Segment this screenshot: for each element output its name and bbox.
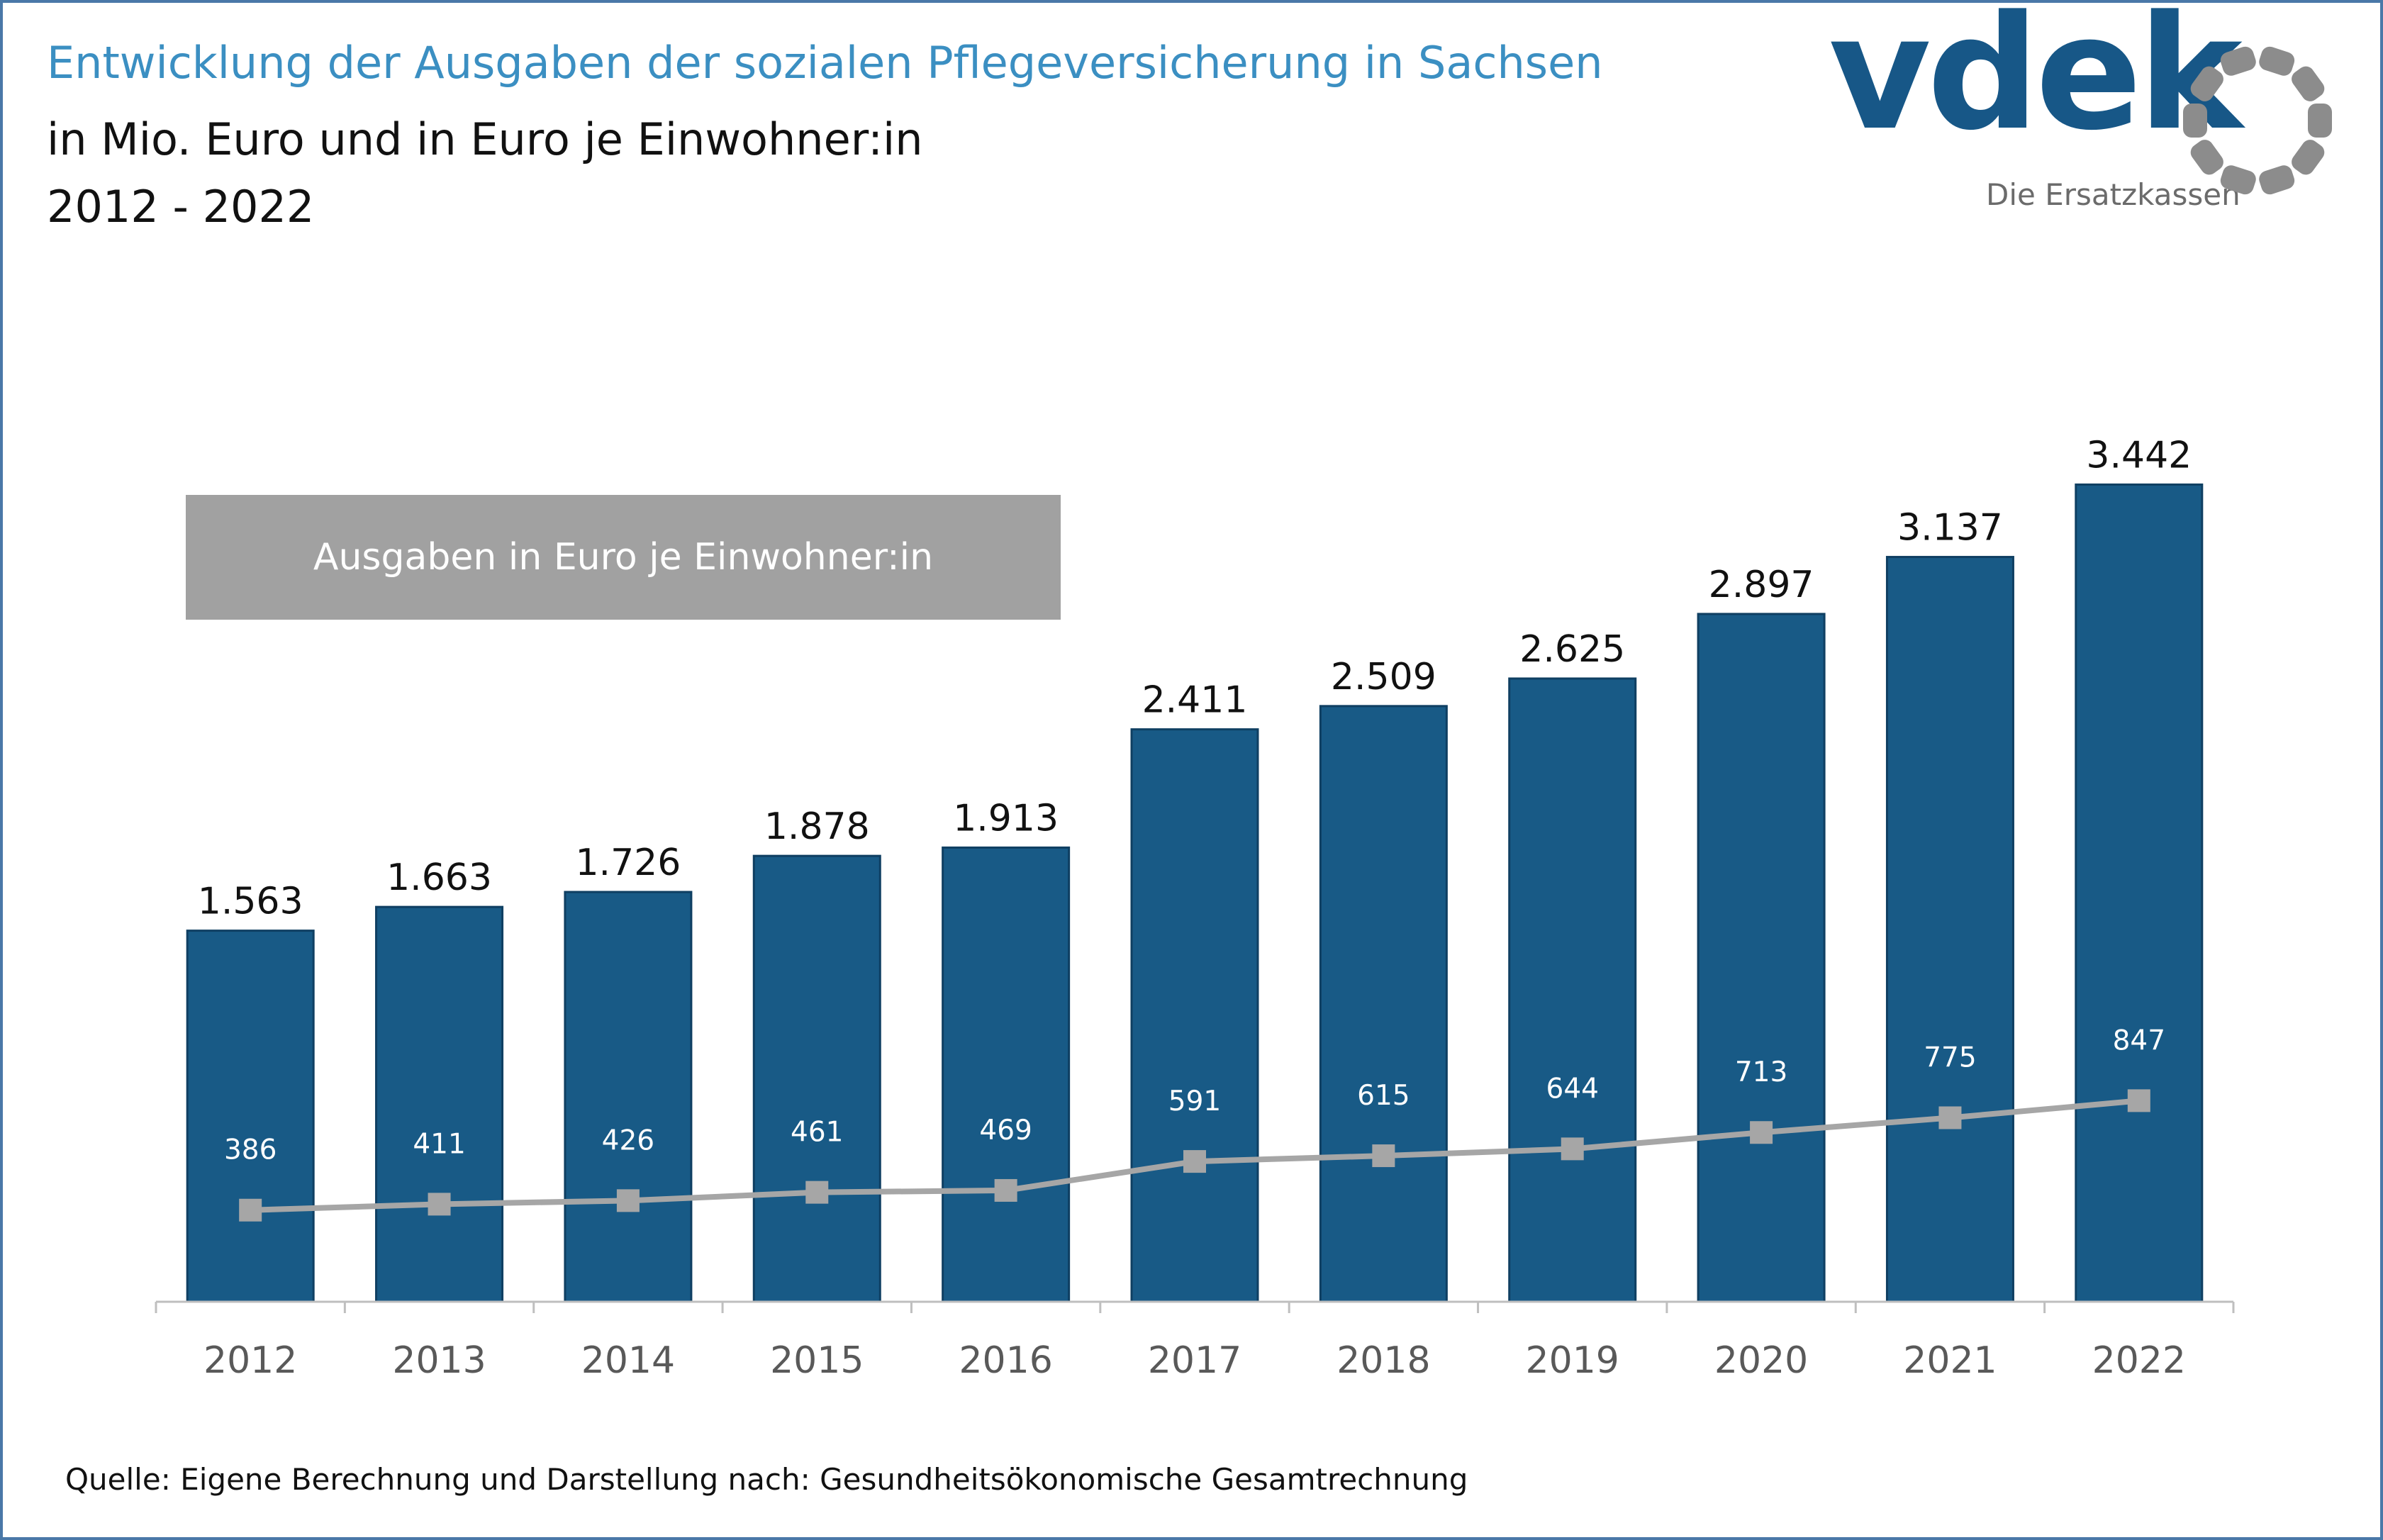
bar-value-label: 1.878 [764, 805, 870, 848]
x-tick-label: 2016 [959, 1339, 1052, 1382]
line-value-label: 426 [602, 1125, 654, 1156]
logo-ring-segment [2259, 46, 2295, 76]
bar-value-label: 1.726 [575, 842, 681, 884]
x-tick-label: 2013 [392, 1339, 486, 1382]
bar-value-label: 1.663 [386, 857, 492, 899]
line-marker-2017 [1183, 1150, 1206, 1173]
bar-value-label: 3.137 [1897, 507, 2003, 549]
bar-value-label: 2.411 [1142, 679, 1248, 722]
bar-2016 [942, 846, 1071, 1303]
bar-value-label: 1.913 [953, 797, 1059, 839]
line-marker-2022 [2127, 1089, 2150, 1112]
line-value-label: 411 [413, 1128, 465, 1160]
logo-tagline: Die Ersatzkassen [1986, 177, 2240, 212]
legend-box: Ausgaben in Euro je Einwohner:in [186, 495, 1061, 620]
line-value-label: 847 [2113, 1025, 2165, 1056]
bar-2017 [1130, 728, 1259, 1303]
source-note: Quelle: Eigene Berechnung und Darstellun… [65, 1462, 1468, 1497]
bar-value-label: 3.442 [2086, 434, 2192, 476]
bar-2015 [752, 854, 881, 1303]
line-marker-2015 [805, 1181, 829, 1204]
bar-2020 [1697, 613, 1826, 1303]
x-tick-label: 2015 [770, 1339, 864, 1382]
line-value-label: 461 [791, 1117, 843, 1149]
labels-layer: 1.563 1.663 1.726 1.878 1.913 2.411 2.509 2.625… [198, 434, 2192, 1166]
line-value-label: 615 [1357, 1080, 1410, 1112]
line-value-label: 713 [1735, 1056, 1787, 1088]
bar-2013 [375, 905, 504, 1303]
line-value-label: 386 [224, 1134, 277, 1166]
line-marker-2012 [239, 1198, 262, 1222]
bar-value-label: 2.897 [1709, 564, 1814, 606]
line-marker-2013 [428, 1193, 451, 1216]
bar-2022 [2075, 483, 2204, 1303]
bar-2014 [564, 891, 693, 1303]
bar-2019 [1508, 677, 1637, 1303]
line-value-label: 775 [1924, 1042, 1976, 1073]
logo-ring-segment [2308, 104, 2332, 138]
bar-2021 [1885, 556, 2014, 1303]
x-tick-label: 2021 [1903, 1339, 1997, 1382]
line-value-label: 644 [1546, 1073, 1599, 1105]
bar-value-label: 2.509 [1331, 656, 1436, 698]
line-marker-2014 [616, 1189, 640, 1212]
chart-subtitle: in Mio. Euro und in Euro je Einwohner:in [47, 113, 923, 165]
vdek-logo: vdek Die Ersatzkassen [1826, 0, 2336, 223]
logo-ring-segment [2190, 140, 2223, 175]
line-marker-2018 [1372, 1144, 1395, 1168]
logo-ring-segment [2220, 165, 2256, 195]
logo-ring-segment [2259, 165, 2295, 195]
bar-value-label: 1.563 [198, 881, 303, 923]
x-tick-label: 2017 [1148, 1339, 1241, 1382]
logo-wordmark: vdek [1829, 0, 2243, 165]
logo-ring-segment [2190, 66, 2223, 101]
line-value-label: 591 [1168, 1086, 1221, 1117]
line-marker-2020 [1750, 1121, 1773, 1144]
bar-2012 [186, 930, 315, 1303]
line-value-label: 469 [979, 1115, 1032, 1146]
logo-ring-segment [2183, 104, 2207, 138]
line-marker-2019 [1561, 1137, 1584, 1161]
x-tick-label: 2012 [203, 1339, 297, 1382]
logo-ring-segment [2292, 66, 2325, 101]
chart-period: 2012 - 2022 [47, 181, 315, 233]
bars-layer [186, 483, 2204, 1303]
logo-ring-icon [2183, 46, 2332, 195]
logo-ring-segment [2292, 140, 2325, 175]
x-tick-label: 2019 [1526, 1339, 1619, 1382]
line-marker-2021 [1938, 1106, 1962, 1129]
bar-value-label: 2.625 [1519, 628, 1625, 671]
chart-title: Entwicklung der Ausgaben der sozialen Pf… [47, 37, 1603, 89]
line-marker-2016 [994, 1178, 1017, 1202]
x-tick-label: 2018 [1336, 1339, 1430, 1382]
x-tick-label: 2020 [1714, 1339, 1808, 1382]
bar-2018 [1319, 705, 1448, 1303]
x-axis: 2012 2013 2014 2015 2016 2017 2018 2019 2020 2021… [155, 1300, 2235, 1382]
logo-ring-segment [2220, 46, 2256, 76]
line-layer [239, 1089, 2150, 1222]
x-tick-label: 2014 [581, 1339, 675, 1382]
x-tick-label: 2022 [2092, 1339, 2186, 1382]
legend-label: Ausgaben in Euro je Einwohner:in [313, 536, 934, 579]
